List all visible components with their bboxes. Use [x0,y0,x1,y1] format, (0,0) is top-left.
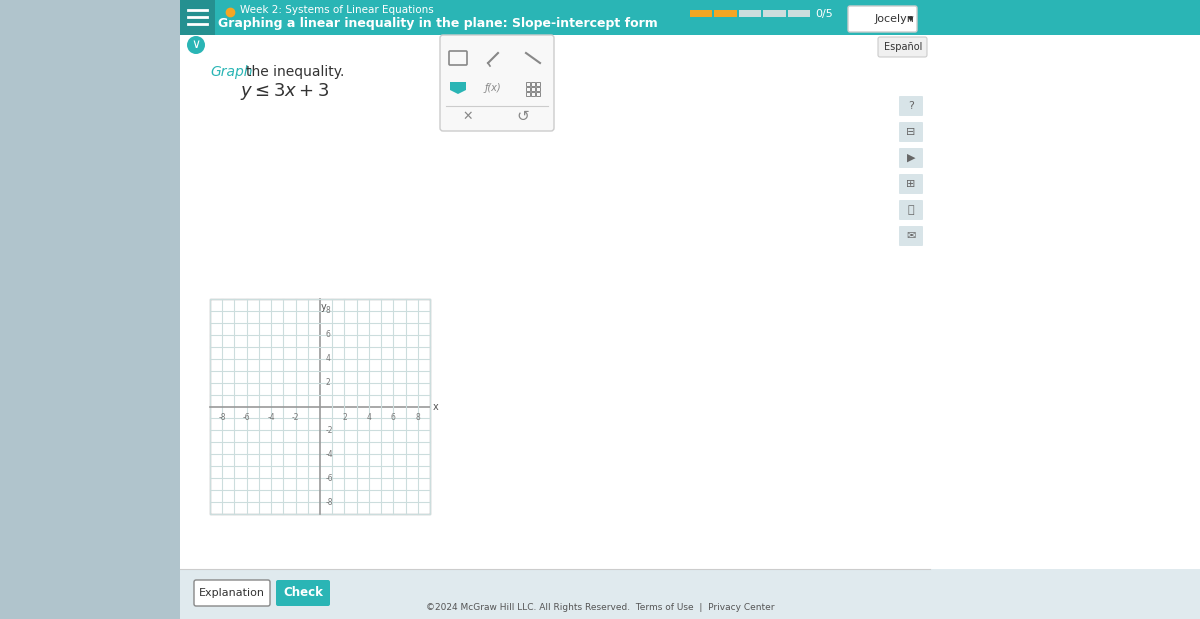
Text: -8: -8 [218,413,226,423]
Text: Week 2: Systems of Linear Equations: Week 2: Systems of Linear Equations [240,5,433,15]
Text: x: x [433,402,439,412]
Text: y: y [320,302,326,312]
Text: ƒ(x): ƒ(x) [485,83,502,93]
FancyBboxPatch shape [899,96,923,116]
Text: ⊞: ⊞ [906,179,916,189]
Bar [180,35,930,569]
Text: Graphing a linear inequality in the plane: Slope-intercept form: Graphing a linear inequality in the plan… [218,17,658,30]
Text: $y \leq 3x + 3$: $y \leq 3x + 3$ [240,82,330,103]
Bar [530,82,534,85]
Text: Graph: Graph [210,65,252,79]
FancyBboxPatch shape [899,122,923,142]
Text: 8: 8 [415,413,420,423]
Circle shape [187,36,205,54]
Text: ⊟: ⊟ [906,127,916,137]
Bar [526,92,529,95]
Text: -6: -6 [242,413,251,423]
Polygon shape [450,82,466,94]
Text: ↺: ↺ [517,108,529,124]
FancyBboxPatch shape [899,200,923,220]
FancyBboxPatch shape [194,580,270,606]
Bar [210,299,430,514]
Text: 6: 6 [326,331,331,339]
FancyBboxPatch shape [440,35,554,131]
Text: 0/5: 0/5 [815,9,833,19]
Text: ▶: ▶ [907,153,916,163]
FancyBboxPatch shape [276,580,330,606]
FancyBboxPatch shape [848,6,917,32]
Text: 4: 4 [326,354,331,363]
Bar [535,92,540,95]
FancyBboxPatch shape [180,0,1200,35]
Text: 8: 8 [326,306,331,316]
Text: Explanation: Explanation [199,588,265,598]
Text: 4: 4 [366,413,371,423]
Text: 2: 2 [342,413,347,423]
Bar [787,10,810,17]
FancyBboxPatch shape [899,226,923,246]
Text: ©2024 McGraw Hill LLC. All Rights Reserved.  Terms of Use  |  Privacy Center: ©2024 McGraw Hill LLC. All Rights Reserv… [426,602,774,612]
FancyBboxPatch shape [878,37,928,57]
FancyBboxPatch shape [899,174,923,194]
Text: the inequality.: the inequality. [246,65,344,79]
Bar [739,10,761,17]
Text: ?: ? [908,101,914,111]
Text: -2: -2 [292,413,299,423]
Bar [180,569,930,619]
Bar [690,10,713,17]
Text: ✉: ✉ [906,231,916,241]
Text: -4: -4 [326,450,334,459]
Bar [0,0,180,619]
Text: -8: -8 [326,498,334,506]
Bar [535,82,540,85]
Bar [930,569,1200,619]
FancyBboxPatch shape [899,148,923,168]
Bar [530,87,534,90]
Bar [180,0,215,35]
Text: Español: Español [884,42,922,52]
Bar [526,87,529,90]
Text: -6: -6 [326,474,334,483]
Text: Check: Check [283,586,323,599]
Text: ⬛: ⬛ [907,205,914,215]
Bar [714,10,737,17]
Text: Jocelyn: Jocelyn [875,14,914,24]
Text: 2: 2 [326,378,331,387]
Bar [763,10,786,17]
Bar [930,35,1200,569]
Bar [526,82,529,85]
Text: -4: -4 [268,413,275,423]
Text: 6: 6 [391,413,396,423]
Bar [535,87,540,90]
Text: ∨: ∨ [192,38,200,51]
Bar [530,92,534,95]
Text: ✕: ✕ [463,110,473,123]
Text: ▾: ▾ [908,14,913,24]
Text: -2: -2 [326,426,334,435]
